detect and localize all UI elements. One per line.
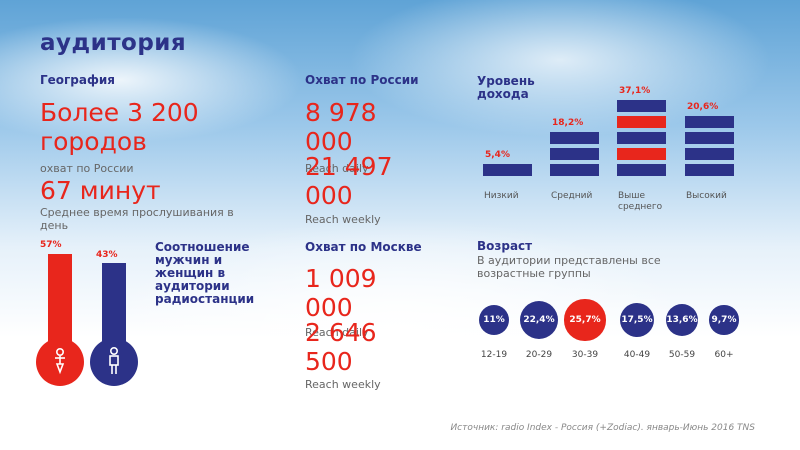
income-percent-label: 5,4% bbox=[485, 150, 510, 160]
female-person-icon bbox=[55, 348, 65, 375]
income-percent-label: 37,1% bbox=[619, 86, 651, 96]
age-header: Возраст bbox=[477, 239, 533, 253]
reach-moscow-header: Охват по Москве bbox=[305, 240, 422, 254]
income-category-label: Средний bbox=[551, 191, 593, 201]
income-percent-label: 18,2% bbox=[552, 118, 584, 128]
income-bar bbox=[617, 116, 666, 128]
age-circle: 13,6% bbox=[665, 303, 699, 337]
income-header: Уровень дохода bbox=[477, 74, 535, 101]
reach-russia-daily-label: Reach daily bbox=[305, 162, 369, 175]
cities-caption: охват по России bbox=[40, 162, 134, 175]
reach-russia-weekly-value: 21 497 000 bbox=[305, 152, 393, 210]
geography-header: География bbox=[40, 73, 116, 87]
minutes-value: 67 минут bbox=[40, 176, 161, 205]
age-group-label: 60+ bbox=[714, 350, 734, 360]
reach-russia-daily-value: 8 978 000 bbox=[305, 98, 377, 156]
gender-caption: Соотношение мужчин и женщин в аудитории … bbox=[155, 240, 255, 306]
age-circle: 17,5% bbox=[619, 302, 655, 338]
age-circle: 9,7% bbox=[709, 305, 739, 335]
income-bar bbox=[685, 132, 734, 144]
reach-moscow-daily-value: 1 009 000 bbox=[305, 264, 377, 322]
source-note: Источник: radio Index - Россия (+Zodiac)… bbox=[450, 423, 755, 433]
income-bar bbox=[617, 148, 666, 160]
age-circle: 11% bbox=[478, 304, 510, 336]
income-bar bbox=[617, 100, 666, 112]
income-bar bbox=[617, 132, 666, 144]
income-bar bbox=[685, 164, 734, 176]
income-bar bbox=[617, 164, 666, 176]
income-bar bbox=[550, 164, 599, 176]
male-percent: 43% bbox=[96, 250, 118, 260]
cities-value: Более 3 200 городов bbox=[40, 98, 199, 156]
income-percent-label: 20,6% bbox=[687, 102, 719, 112]
reach-moscow-daily-label: Reach daily bbox=[305, 326, 369, 339]
age-circle: 25,7% bbox=[564, 299, 606, 341]
reach-russia-weekly-label: Reach weekly bbox=[305, 213, 381, 226]
minutes-caption: Среднее время прослушивания в день bbox=[40, 206, 234, 232]
reach-moscow-weekly-label: Reach weekly bbox=[305, 378, 381, 391]
female-thermometer bbox=[36, 254, 84, 386]
age-group-label: 12-19 bbox=[480, 350, 508, 360]
male-thermometer bbox=[90, 263, 138, 386]
reach-moscow-weekly-value: 2 646 500 bbox=[305, 318, 377, 376]
age-circle: 22,4% bbox=[519, 300, 559, 340]
age-group-label: 40-49 bbox=[623, 350, 651, 360]
income-bar bbox=[483, 164, 532, 176]
income-bar bbox=[685, 148, 734, 160]
reach-russia-header: Охват по России bbox=[305, 73, 419, 87]
age-group-label: 20-29 bbox=[525, 350, 553, 360]
income-category-label: Высокий bbox=[686, 191, 727, 201]
income-bar bbox=[685, 116, 734, 128]
income-category-label: Выше среднего bbox=[618, 191, 663, 212]
age-group-label: 50-59 bbox=[668, 350, 696, 360]
income-bar bbox=[550, 148, 599, 160]
income-bar bbox=[550, 132, 599, 144]
age-group-label: 30-39 bbox=[571, 350, 599, 360]
income-category-label: Низкий bbox=[484, 191, 519, 201]
female-percent: 57% bbox=[40, 240, 62, 250]
page-title: аудитория bbox=[40, 30, 187, 56]
age-caption: В аудитории представлены все возрастные … bbox=[477, 254, 661, 280]
male-person-icon bbox=[109, 347, 119, 374]
